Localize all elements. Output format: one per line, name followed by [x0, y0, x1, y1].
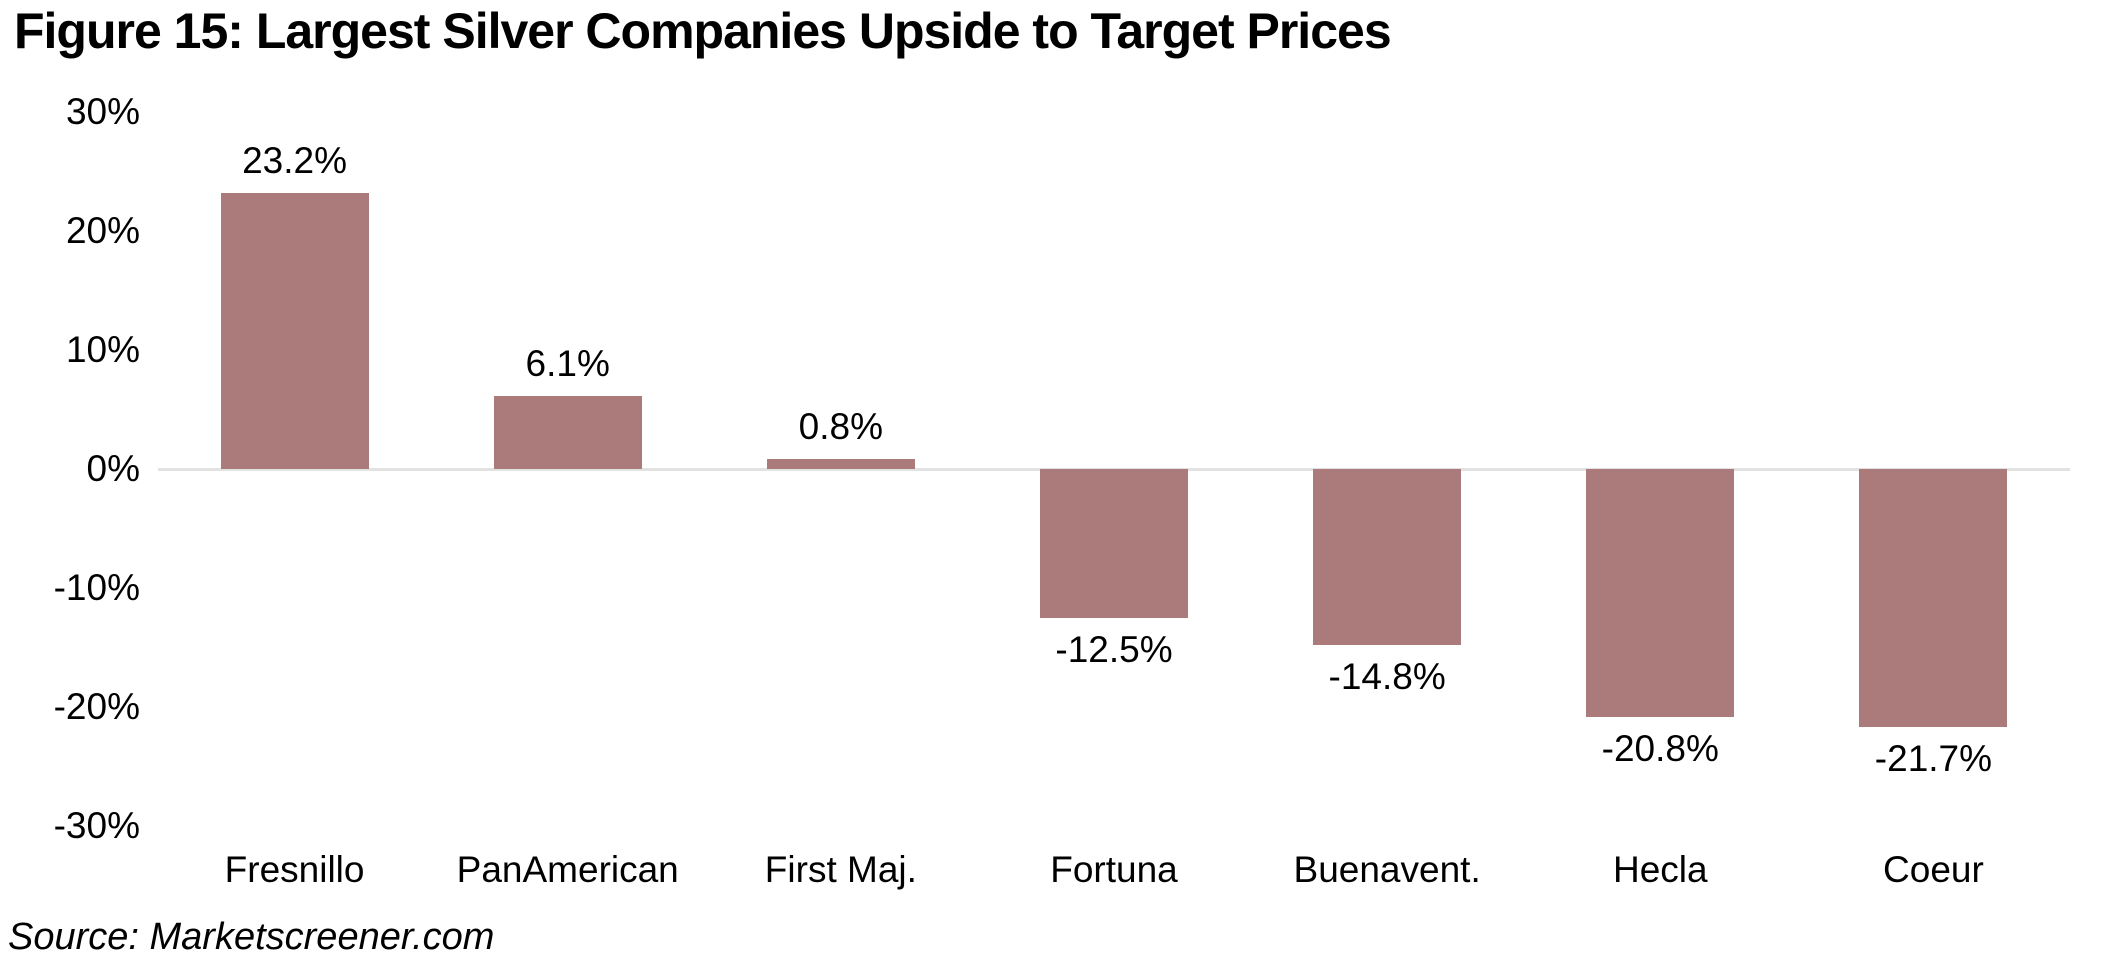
bar-hecla — [1586, 469, 1735, 717]
bar-value-label: -20.8% — [1601, 727, 1719, 769]
bar-value-label: -14.8% — [1328, 656, 1446, 698]
bar-first-maj — [766, 459, 915, 469]
bar-panamerican — [493, 396, 642, 469]
bar-value-label: -21.7% — [1874, 738, 1993, 780]
chart-title: Figure 15: Largest Silver Companies Upsi… — [14, 3, 1392, 59]
x-axis-label: Fresnillo — [224, 849, 365, 890]
bar-value-label: 6.1% — [525, 343, 610, 385]
source-note: Source: Marketscreener.com — [8, 916, 495, 958]
bar-fortuna — [1040, 469, 1188, 618]
x-axis-label: Fortuna — [1050, 849, 1178, 890]
x-axis-label: PanAmerican — [456, 849, 679, 890]
bar-value-label: -12.5% — [1055, 628, 1173, 670]
x-axis-label: Buenavent. — [1293, 849, 1481, 890]
bar-value-label: 0.8% — [798, 406, 884, 448]
x-axis-label: Coeur — [1883, 849, 1984, 890]
bar-coeur — [1859, 469, 2008, 728]
x-axis-label: Hecla — [1612, 849, 1708, 890]
y-tick-label: -30% — [53, 805, 140, 846]
bar-buenavent — [1313, 469, 1462, 646]
y-tick-label: -20% — [53, 686, 140, 727]
y-tick-label: 30% — [65, 91, 140, 132]
y-tick-label: -10% — [53, 567, 140, 608]
bar-value-label: 23.2% — [242, 139, 348, 181]
y-tick-label: 10% — [65, 329, 140, 370]
bar-fresnillo — [220, 192, 369, 469]
y-tick-label: 0% — [86, 448, 140, 489]
x-axis-label: First Maj. — [764, 849, 917, 890]
y-tick-label: 20% — [65, 210, 140, 251]
